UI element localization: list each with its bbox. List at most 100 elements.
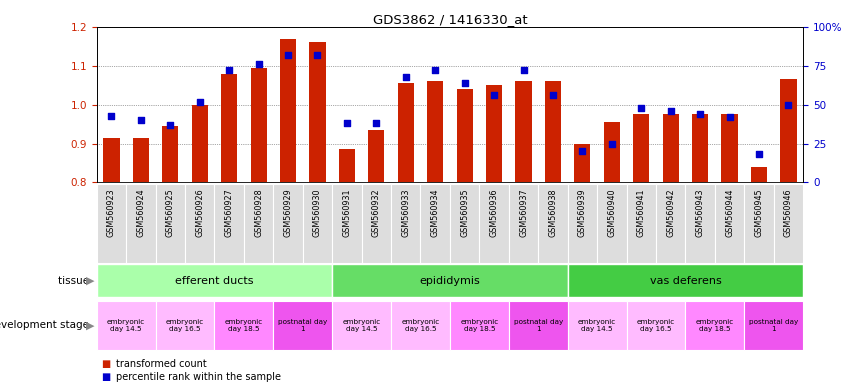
Bar: [251, 68, 267, 182]
Text: embryonic
day 16.5: embryonic day 16.5: [166, 319, 204, 332]
Text: GSM560945: GSM560945: [754, 188, 764, 237]
FancyBboxPatch shape: [156, 184, 185, 263]
Text: GSM560941: GSM560941: [637, 188, 646, 237]
FancyBboxPatch shape: [332, 184, 362, 263]
FancyBboxPatch shape: [597, 184, 627, 263]
Text: GSM560936: GSM560936: [489, 188, 499, 237]
Text: embryonic
day 14.5: embryonic day 14.5: [578, 319, 616, 332]
Point: [310, 52, 324, 58]
Text: GSM560939: GSM560939: [578, 188, 587, 237]
Point: [693, 111, 706, 117]
Point: [193, 98, 206, 104]
FancyBboxPatch shape: [656, 184, 685, 263]
Text: embryonic
day 14.5: embryonic day 14.5: [342, 319, 381, 332]
Text: GSM560927: GSM560927: [225, 188, 234, 237]
Text: GSM560946: GSM560946: [784, 188, 793, 237]
Bar: [309, 43, 325, 182]
Point: [399, 74, 412, 80]
FancyBboxPatch shape: [479, 184, 509, 263]
Bar: [133, 138, 149, 182]
FancyBboxPatch shape: [391, 184, 420, 263]
FancyBboxPatch shape: [627, 184, 656, 263]
FancyBboxPatch shape: [273, 184, 303, 263]
Text: embryonic
day 18.5: embryonic day 18.5: [696, 319, 734, 332]
Text: epididymis: epididymis: [420, 276, 480, 286]
Text: postnatal day
1: postnatal day 1: [749, 319, 798, 332]
Point: [222, 67, 235, 73]
FancyBboxPatch shape: [568, 265, 803, 297]
Point: [605, 141, 618, 147]
Point: [428, 67, 442, 73]
FancyBboxPatch shape: [450, 301, 509, 350]
FancyBboxPatch shape: [244, 184, 273, 263]
Text: GSM560929: GSM560929: [283, 188, 293, 237]
Text: GSM560940: GSM560940: [607, 188, 616, 237]
Text: GSM560923: GSM560923: [107, 188, 116, 237]
FancyBboxPatch shape: [509, 184, 538, 263]
FancyBboxPatch shape: [509, 301, 568, 350]
Bar: [457, 89, 473, 182]
FancyBboxPatch shape: [332, 301, 391, 350]
Text: ▶: ▶: [86, 276, 94, 286]
FancyBboxPatch shape: [715, 184, 744, 263]
Bar: [663, 114, 679, 182]
Text: efferent ducts: efferent ducts: [175, 276, 254, 286]
Bar: [486, 85, 502, 182]
Bar: [516, 81, 532, 182]
FancyBboxPatch shape: [538, 184, 568, 263]
Text: GSM560934: GSM560934: [431, 188, 440, 237]
Text: embryonic
day 14.5: embryonic day 14.5: [107, 319, 145, 332]
FancyBboxPatch shape: [568, 301, 627, 350]
Point: [546, 92, 559, 98]
Text: embryonic
day 16.5: embryonic day 16.5: [401, 319, 440, 332]
FancyBboxPatch shape: [185, 184, 214, 263]
FancyBboxPatch shape: [273, 301, 332, 350]
Bar: [339, 149, 355, 182]
Text: GSM560926: GSM560926: [195, 188, 204, 237]
FancyBboxPatch shape: [126, 184, 156, 263]
Bar: [751, 167, 767, 182]
FancyBboxPatch shape: [627, 301, 685, 350]
Point: [134, 117, 147, 123]
Text: percentile rank within the sample: percentile rank within the sample: [116, 372, 281, 382]
Bar: [692, 114, 708, 182]
Bar: [162, 126, 178, 182]
Text: GSM560930: GSM560930: [313, 188, 322, 237]
Text: embryonic
day 18.5: embryonic day 18.5: [225, 319, 263, 332]
Text: embryonic
day 16.5: embryonic day 16.5: [637, 319, 675, 332]
Point: [516, 67, 530, 73]
FancyBboxPatch shape: [303, 184, 332, 263]
Text: GSM560931: GSM560931: [342, 188, 352, 237]
Point: [575, 148, 589, 154]
FancyBboxPatch shape: [774, 184, 803, 263]
Point: [487, 92, 500, 98]
Text: embryonic
day 18.5: embryonic day 18.5: [460, 319, 499, 332]
Text: ■: ■: [101, 359, 110, 369]
Bar: [780, 79, 796, 182]
FancyBboxPatch shape: [685, 184, 715, 263]
Point: [281, 52, 294, 58]
Point: [458, 80, 471, 86]
Point: [752, 151, 765, 157]
FancyBboxPatch shape: [332, 265, 568, 297]
FancyBboxPatch shape: [685, 301, 744, 350]
Point: [369, 120, 383, 126]
Bar: [221, 73, 237, 182]
Point: [722, 114, 736, 120]
FancyBboxPatch shape: [362, 184, 391, 263]
Text: tissue: tissue: [58, 276, 93, 286]
Text: GSM560937: GSM560937: [519, 188, 528, 237]
Text: GSM560932: GSM560932: [372, 188, 381, 237]
Text: postnatal day
1: postnatal day 1: [278, 319, 327, 332]
FancyBboxPatch shape: [97, 184, 126, 263]
Title: GDS3862 / 1416330_at: GDS3862 / 1416330_at: [373, 13, 527, 26]
Text: GSM560935: GSM560935: [460, 188, 469, 237]
FancyBboxPatch shape: [450, 184, 479, 263]
Point: [781, 101, 795, 108]
Bar: [722, 114, 738, 182]
Point: [340, 120, 353, 126]
FancyBboxPatch shape: [568, 184, 597, 263]
FancyBboxPatch shape: [97, 301, 156, 350]
Bar: [103, 138, 119, 182]
Text: GSM560925: GSM560925: [166, 188, 175, 237]
